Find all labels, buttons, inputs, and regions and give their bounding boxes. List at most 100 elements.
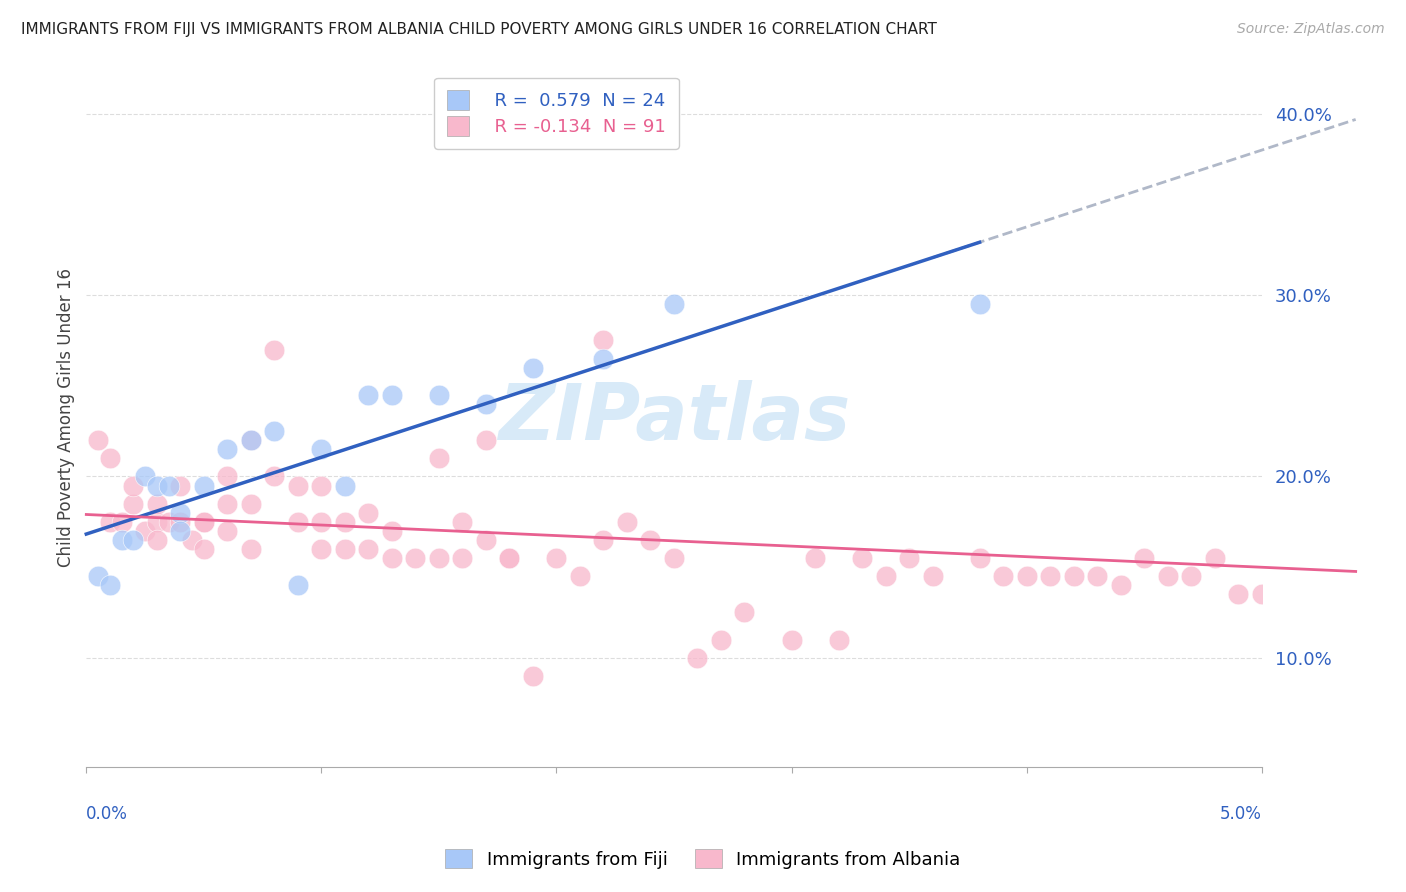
Point <box>169 478 191 492</box>
Point <box>357 388 380 402</box>
Point <box>122 533 145 547</box>
Point <box>98 515 121 529</box>
Point <box>333 478 356 492</box>
Point <box>239 434 262 448</box>
Text: IMMIGRANTS FROM FIJI VS IMMIGRANTS FROM ALBANIA CHILD POVERTY AMONG GIRLS UNDER : IMMIGRANTS FROM FIJI VS IMMIGRANTS FROM … <box>21 22 936 37</box>
Point <box>662 297 685 311</box>
Point <box>87 434 110 448</box>
Point <box>875 569 897 583</box>
Point <box>239 434 262 448</box>
Point <box>169 506 191 520</box>
Point <box>662 551 685 566</box>
Point <box>146 497 169 511</box>
Point <box>333 541 356 556</box>
Point <box>451 551 474 566</box>
Point <box>1227 587 1250 601</box>
Point <box>427 451 450 466</box>
Point <box>475 533 498 547</box>
Point <box>193 515 215 529</box>
Point <box>98 578 121 592</box>
Point <box>1156 569 1178 583</box>
Point <box>969 551 991 566</box>
Point <box>110 515 132 529</box>
Point <box>311 478 333 492</box>
Point <box>640 533 662 547</box>
Point <box>475 434 498 448</box>
Text: 5.0%: 5.0% <box>1220 805 1261 823</box>
Point <box>311 515 333 529</box>
Point <box>122 497 145 511</box>
Point <box>134 524 156 538</box>
Point <box>1063 569 1085 583</box>
Point <box>239 497 262 511</box>
Point <box>898 551 921 566</box>
Point <box>827 632 849 647</box>
Point <box>1392 551 1406 566</box>
Point <box>263 424 285 438</box>
Point <box>263 343 285 357</box>
Point <box>287 578 309 592</box>
Point <box>311 541 333 556</box>
Point <box>263 469 285 483</box>
Point <box>381 524 404 538</box>
Y-axis label: Child Poverty Among Girls Under 16: Child Poverty Among Girls Under 16 <box>58 268 75 567</box>
Point <box>475 397 498 411</box>
Point <box>592 351 614 366</box>
Point <box>451 515 474 529</box>
Point <box>357 506 380 520</box>
Point <box>851 551 873 566</box>
Point <box>193 478 215 492</box>
Point <box>1180 569 1202 583</box>
Point <box>217 469 239 483</box>
Point <box>1298 569 1320 583</box>
Point <box>1204 551 1226 566</box>
Legend: Immigrants from Fiji, Immigrants from Albania: Immigrants from Fiji, Immigrants from Al… <box>439 841 967 876</box>
Point <box>1344 569 1367 583</box>
Point <box>686 650 709 665</box>
Point <box>157 515 180 529</box>
Point <box>1015 569 1038 583</box>
Point <box>1085 569 1108 583</box>
Point <box>921 569 943 583</box>
Point <box>110 533 132 547</box>
Point <box>427 388 450 402</box>
Point <box>146 478 169 492</box>
Text: Source: ZipAtlas.com: Source: ZipAtlas.com <box>1237 22 1385 37</box>
Point <box>734 606 756 620</box>
Point <box>498 551 520 566</box>
Point <box>381 388 404 402</box>
Point <box>287 478 309 492</box>
Point <box>157 478 180 492</box>
Point <box>98 451 121 466</box>
Point <box>991 569 1014 583</box>
Point <box>287 515 309 529</box>
Point <box>169 524 191 538</box>
Point <box>546 551 568 566</box>
Point <box>134 469 156 483</box>
Point <box>568 569 591 583</box>
Legend:   R =  0.579  N = 24,   R = -0.134  N = 91: R = 0.579 N = 24, R = -0.134 N = 91 <box>434 78 679 149</box>
Point <box>427 551 450 566</box>
Point <box>522 669 544 683</box>
Point <box>381 551 404 566</box>
Point <box>804 551 827 566</box>
Point <box>311 442 333 457</box>
Text: ZIPatlas: ZIPatlas <box>498 380 851 456</box>
Point <box>1133 551 1156 566</box>
Point <box>193 541 215 556</box>
Point <box>710 632 733 647</box>
Point <box>592 533 614 547</box>
Point <box>122 478 145 492</box>
Point <box>217 442 239 457</box>
Point <box>357 541 380 556</box>
Point <box>181 533 204 547</box>
Point <box>780 632 803 647</box>
Point <box>239 541 262 556</box>
Point <box>404 551 426 566</box>
Point <box>87 569 110 583</box>
Point <box>592 334 614 348</box>
Point <box>616 515 638 529</box>
Point <box>1109 578 1132 592</box>
Point <box>498 551 520 566</box>
Point <box>193 515 215 529</box>
